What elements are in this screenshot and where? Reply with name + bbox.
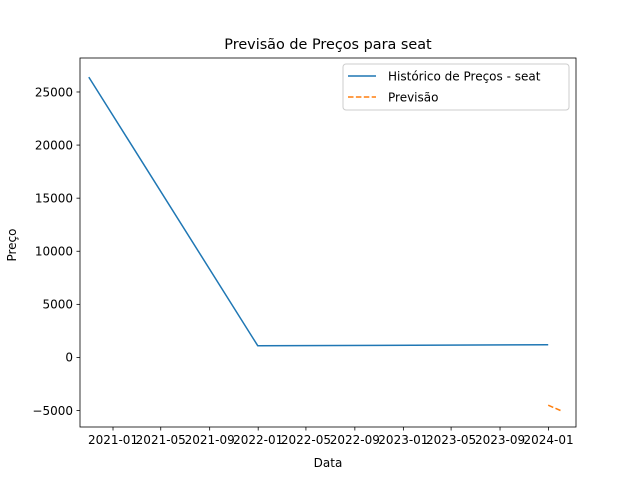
legend-label: Previsão [388, 91, 438, 105]
series-line-historico [88, 76, 549, 347]
x-tick-label: 2022-09 [330, 433, 380, 447]
x-tick-label: 2021-09 [185, 433, 235, 447]
series-line-previsao [547, 404, 561, 412]
x-tick-label: 2021-05 [136, 433, 186, 447]
legend-label: Histórico de Preços - seat [388, 70, 541, 84]
y-tick-label: 0 [65, 351, 73, 365]
x-tick-label: 2021-01 [88, 433, 138, 447]
y-tick-label: −5000 [32, 404, 73, 418]
x-tick-label: 2024-01 [523, 433, 573, 447]
y-tick-label: 20000 [35, 138, 73, 152]
x-tick-label: 2023-09 [475, 433, 525, 447]
y-tick-label: 10000 [35, 245, 73, 259]
plot-area [88, 76, 561, 412]
x-tick-label: 2023-01 [378, 433, 428, 447]
x-tick-label: 2022-05 [281, 433, 331, 447]
y-axis-title: Preço [5, 228, 19, 261]
chart-title: Previsão de Preços para seat [224, 37, 432, 53]
x-axis-ticks: 2021-012021-052021-092022-012022-052022-… [88, 427, 574, 447]
x-tick-label: 2023-05 [426, 433, 476, 447]
axes-frame [79, 57, 577, 428]
y-axis-ticks: −5000 0 5000 10000 15000 20000 25000 [32, 85, 80, 418]
y-tick-label: 15000 [35, 191, 73, 205]
legend-box [342, 63, 570, 111]
x-axis-title: Data [314, 456, 343, 470]
y-tick-label: 25000 [35, 85, 73, 99]
y-tick-label: 5000 [42, 298, 73, 312]
legend: Histórico de Preços - seat Previsão [342, 63, 570, 111]
x-tick-label: 2022-01 [233, 433, 283, 447]
